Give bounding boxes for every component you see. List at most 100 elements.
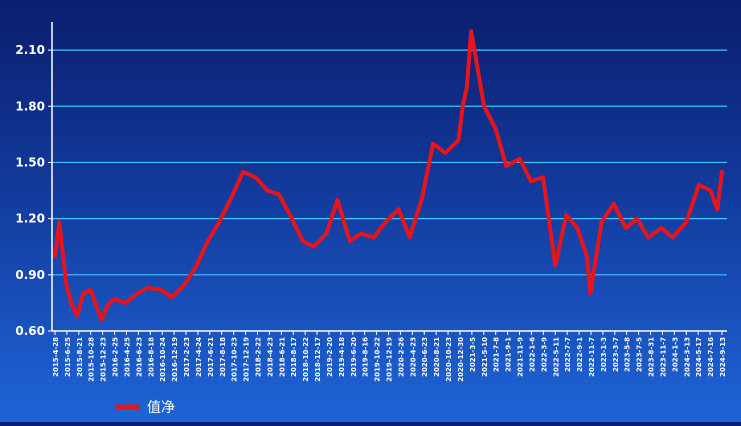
x-tick-label: 2019-8-16	[362, 337, 370, 377]
data-point	[493, 126, 498, 131]
data-point	[670, 235, 675, 240]
legend-label: 值净	[147, 400, 175, 416]
data-point	[348, 239, 352, 243]
data-point	[460, 104, 465, 109]
data-point	[529, 179, 533, 183]
data-point	[57, 220, 62, 225]
data-point	[159, 288, 163, 292]
y-tick-labels: 0.60 0.90 1.20 1.50 1.80 2.10	[15, 43, 52, 338]
data-point	[588, 291, 593, 296]
data-point	[95, 306, 99, 311]
x-tick-label: 2019-2-20	[326, 337, 334, 377]
y-tick-label: 0.60	[15, 324, 45, 338]
x-tick-label: 2015-8-21	[76, 337, 84, 377]
x-tick-labels: 2015-4-28 2015-6-25 2015-8-21 2015-10-28 201…	[52, 331, 727, 382]
x-tick-label: 2021-5-10	[481, 337, 489, 377]
x-tick-label: 2015-12-23	[100, 337, 108, 382]
data-point	[697, 183, 701, 187]
x-tick-label: 2021-3-5	[469, 337, 477, 372]
axis-layer	[51, 22, 727, 332]
data-point	[564, 213, 569, 217]
data-point	[311, 244, 316, 249]
x-tick-label: 2023-11-7	[659, 337, 667, 377]
x-tick-label: 2020-8-21	[433, 337, 441, 377]
x-tick-label: 2023-1-3	[600, 337, 608, 372]
data-point	[81, 291, 85, 296]
x-tick-label: 2015-10-28	[88, 337, 96, 382]
x-tick-label: 2017-6-21	[207, 337, 215, 377]
data-point	[335, 198, 340, 202]
y-tick-label: 1.80	[15, 99, 45, 113]
data-point	[88, 288, 93, 292]
data-point	[194, 263, 199, 268]
x-tick-label: 2024-9-13	[719, 337, 727, 377]
x-tick-label: 2019-12-19	[386, 337, 394, 382]
x-tick-label: 2018-8-17	[290, 337, 298, 377]
x-tick-label: 2024-3-13	[683, 337, 691, 377]
data-point	[585, 254, 589, 258]
x-tick-label: 2020-10-23	[445, 337, 453, 382]
data-point	[715, 207, 720, 212]
x-tick-label: 2022-5-11	[552, 337, 560, 377]
x-tick-label: 2022-9-1	[576, 337, 584, 372]
data-point	[407, 235, 412, 240]
data-point	[612, 201, 616, 206]
x-tick-label: 2018-4-23	[266, 337, 274, 377]
data-point	[635, 216, 639, 221]
data-point	[123, 301, 128, 305]
x-tick-label: 2016-2-25	[112, 337, 120, 377]
x-tick-label: 2020-2-26	[397, 337, 405, 377]
data-point	[541, 175, 545, 180]
data-point	[53, 254, 57, 258]
x-tick-label: 2023-5-8	[624, 337, 632, 372]
x-tick-label: 2016-8-18	[147, 337, 155, 377]
data-point	[183, 282, 187, 287]
x-tick-label: 2022-3-9	[540, 337, 548, 372]
x-tick-label: 2019-6-20	[350, 337, 358, 377]
x-tick-label: 2017-10-23	[231, 337, 239, 382]
legend: 值净	[116, 400, 175, 416]
x-tick-label: 2018-2-22	[254, 337, 262, 377]
x-tick-label: 2017-2-23	[183, 337, 191, 377]
data-point	[419, 198, 424, 202]
data-point	[396, 207, 401, 212]
data-point	[431, 141, 435, 146]
x-tick-label: 2023-7-5	[636, 337, 644, 372]
data-point	[217, 220, 221, 225]
data-point	[504, 164, 509, 168]
grid-layer	[52, 49, 727, 276]
data-point	[64, 282, 69, 287]
data-point	[456, 138, 461, 142]
x-tick-label: 2017-8-18	[219, 337, 227, 377]
x-tick-label: 2023-3-7	[612, 337, 620, 372]
y-tick-label: 1.50	[15, 155, 45, 169]
data-point	[624, 226, 628, 230]
x-tick-label: 2015-4-28	[52, 337, 60, 377]
x-tick-label: 2022-11-7	[588, 337, 596, 377]
data-point	[372, 235, 376, 240]
series-layer	[53, 29, 724, 322]
data-point	[135, 291, 139, 296]
data-point	[469, 29, 474, 34]
data-point	[659, 226, 664, 230]
data-point	[383, 220, 388, 225]
data-point	[106, 303, 110, 307]
data-point	[575, 226, 580, 230]
data-point	[99, 318, 104, 322]
data-point	[265, 188, 270, 193]
x-tick-label: 2021-11-9	[517, 337, 525, 377]
x-tick-label: 2017-4-24	[195, 337, 203, 377]
x-tick-label: 2020-4-23	[409, 337, 417, 377]
data-point	[443, 151, 448, 155]
data-point	[112, 297, 116, 302]
series-line-net-value	[53, 29, 724, 322]
x-tick-label: 2022-7-7	[564, 337, 572, 372]
x-tick-label: 2024-7-16	[707, 337, 715, 377]
x-tick-label: 2016-6-23	[135, 337, 143, 377]
data-point	[684, 220, 688, 225]
data-point	[720, 170, 724, 174]
y-tick-label: 0.90	[15, 268, 45, 282]
x-tick-label: 2018-6-21	[278, 337, 286, 377]
data-point	[553, 263, 558, 268]
